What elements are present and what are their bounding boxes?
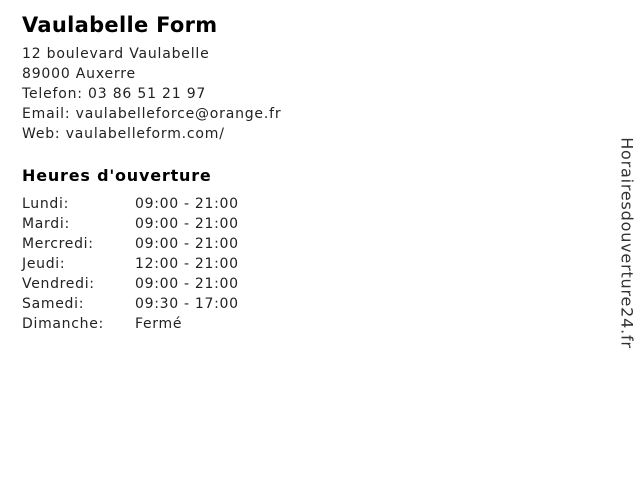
day-label: Lundi: xyxy=(22,196,69,212)
hours-value: 09:00 - 21:00 xyxy=(135,196,239,212)
day-label: Mardi: xyxy=(22,216,70,232)
address-city: 89000 Auxerre xyxy=(22,66,136,82)
day-label: Mercredi: xyxy=(22,236,94,252)
table-row: Mardi: 09:00 - 21:00 xyxy=(22,214,281,234)
opening-hours-title: Heures d'ouverture xyxy=(22,166,212,185)
hours-value: 09:00 - 21:00 xyxy=(135,216,239,232)
hours-value: 09:30 - 17:00 xyxy=(135,296,239,312)
table-row: Vendredi: 09:00 - 21:00 xyxy=(22,274,281,294)
day-label: Jeudi: xyxy=(22,256,66,272)
address-street: 12 boulevard Vaulabelle xyxy=(22,46,210,62)
web-value: vaulabelleform.com/ xyxy=(65,126,225,142)
day-label: Dimanche: xyxy=(22,316,104,332)
hours-value: 09:00 - 21:00 xyxy=(135,236,239,252)
site-watermark-vertical: Horairesdouverture24.fr xyxy=(617,137,637,349)
table-row: Samedi: 09:30 - 17:00 xyxy=(22,294,281,314)
hours-value: 12:00 - 21:00 xyxy=(135,256,239,272)
table-row: Dimanche: Fermé xyxy=(22,314,281,334)
business-info-block: Vaulabelle Form 12 boulevard Vaulabelle … xyxy=(22,0,281,334)
day-label: Samedi: xyxy=(22,296,85,312)
email-line: Email: vaulabelleforce@orange.fr xyxy=(22,104,281,124)
hours-value: 09:00 - 21:00 xyxy=(135,276,239,292)
email-value: vaulabelleforce@orange.fr xyxy=(75,106,282,122)
page-title: Vaulabelle Form xyxy=(22,13,218,37)
phone-line: Telefon: 03 86 51 21 97 xyxy=(22,84,281,104)
opening-hours-table: Lundi: 09:00 - 21:00 Mardi: 09:00 - 21:0… xyxy=(22,194,281,334)
table-row: Lundi: 09:00 - 21:00 xyxy=(22,194,281,214)
table-row: Jeudi: 12:00 - 21:00 xyxy=(22,254,281,274)
web-label: Web: xyxy=(22,126,61,142)
hours-value: Fermé xyxy=(135,316,183,332)
phone-label: Telefon: xyxy=(22,86,83,102)
contact-block: 12 boulevard Vaulabelle 89000 Auxerre Te… xyxy=(22,44,281,144)
web-line: Web: vaulabelleform.com/ xyxy=(22,124,281,144)
table-row: Mercredi: 09:00 - 21:00 xyxy=(22,234,281,254)
day-label: Vendredi: xyxy=(22,276,95,292)
email-label: Email: xyxy=(22,106,71,122)
phone-value: 03 86 51 21 97 xyxy=(88,86,207,102)
